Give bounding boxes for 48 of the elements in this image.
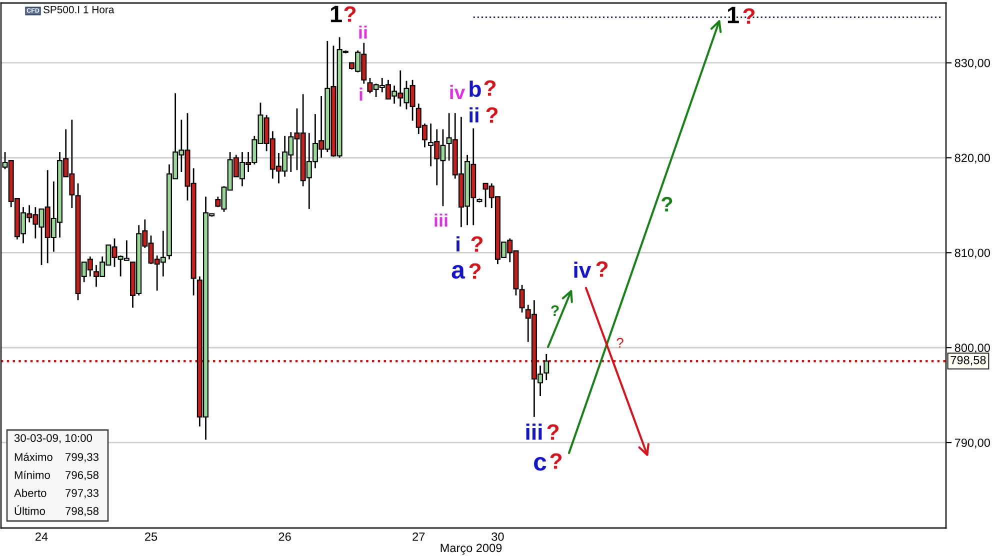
x-tick-label: 24 [36, 532, 48, 541]
annotation: ? [743, 8, 755, 24]
annotation: ? [547, 424, 559, 440]
y-tick-label: 790,00 [954, 438, 990, 448]
y-tick-label: 830,00 [954, 58, 990, 69]
annotation: Máximo [14, 452, 52, 461]
annotation: iv [450, 84, 466, 100]
y-tick-label: 810,00 [954, 248, 990, 258]
annotation: 30-03-09, 10:00 [14, 434, 92, 444]
annotation: a [452, 265, 466, 279]
annotation: 798,58 [66, 507, 99, 516]
annotation: i [456, 236, 460, 252]
x-tick-label: 26 [278, 532, 291, 541]
annotation: b [470, 80, 481, 97]
annotation: ? [471, 236, 483, 252]
annotation: iii [526, 424, 542, 440]
annotation: Último [14, 505, 46, 515]
x-tick-label: 25 [145, 532, 158, 541]
annotation: ? [596, 261, 608, 277]
annotation: ? [662, 196, 672, 212]
ref-line-label: 798,58 [950, 356, 986, 366]
candlestick [544, 353, 550, 381]
annotation: ii [470, 107, 478, 122]
annotation: 799,33 [66, 453, 99, 462]
y-tick-label: 800,00 [954, 344, 990, 354]
annotation: ? [551, 305, 559, 316]
annotation: ? [616, 338, 624, 348]
x-axis-title: Março 2009 [440, 544, 502, 555]
annotation: Aberto [14, 488, 46, 497]
annotation: i [360, 88, 362, 101]
annotation: 797,33 [66, 489, 99, 498]
annotation: ? [484, 80, 496, 96]
x-tick-label: 30 [492, 532, 504, 541]
annotation: ? [344, 6, 356, 22]
y-tick-label: 820,00 [954, 154, 990, 164]
annotation: ? [486, 107, 498, 123]
annotation: 796,58 [66, 471, 99, 480]
annotation: ? [469, 263, 481, 279]
annotation: 1 [330, 6, 342, 22]
annotation: iii [434, 214, 448, 227]
x-tick-label: 27 [412, 532, 425, 541]
annotation: 1 [728, 6, 739, 24]
annotation: iv [574, 262, 592, 278]
annotation: c [534, 457, 546, 471]
annotation: ii [359, 26, 367, 39]
chart-title: SP500.I 1 Hora [43, 6, 114, 14]
annotation: Mínimo [14, 470, 50, 479]
annotation: ? [550, 453, 562, 469]
